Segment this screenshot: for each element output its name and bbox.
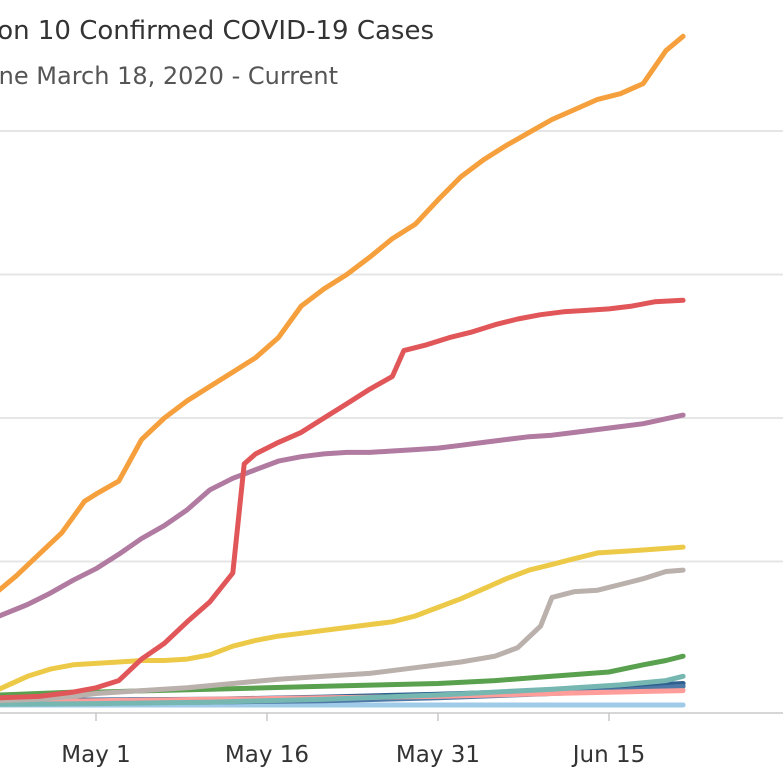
x-axis: May 1 May 16 May 31 Jun 15 <box>0 712 783 768</box>
x-tick-label-0: May 1 <box>61 742 131 768</box>
series-line-0 <box>0 33 686 593</box>
chart-title: ion 10 Confirmed COVID-19 Cases <box>0 16 435 46</box>
series-lines <box>0 33 686 708</box>
series-line-4 <box>0 567 686 704</box>
series-line-1 <box>0 297 686 701</box>
gridlines <box>0 130 783 563</box>
x-tick-label-1: May 16 <box>225 742 309 768</box>
x-tick-label-2: May 31 <box>396 742 480 768</box>
series-line-6 <box>0 673 686 707</box>
series-line-2 <box>0 412 686 619</box>
series-line-3 <box>0 544 686 692</box>
chart-subtitle: ine March 18, 2020 - Current <box>0 62 338 90</box>
x-tick-label-3: Jun 15 <box>571 742 646 768</box>
